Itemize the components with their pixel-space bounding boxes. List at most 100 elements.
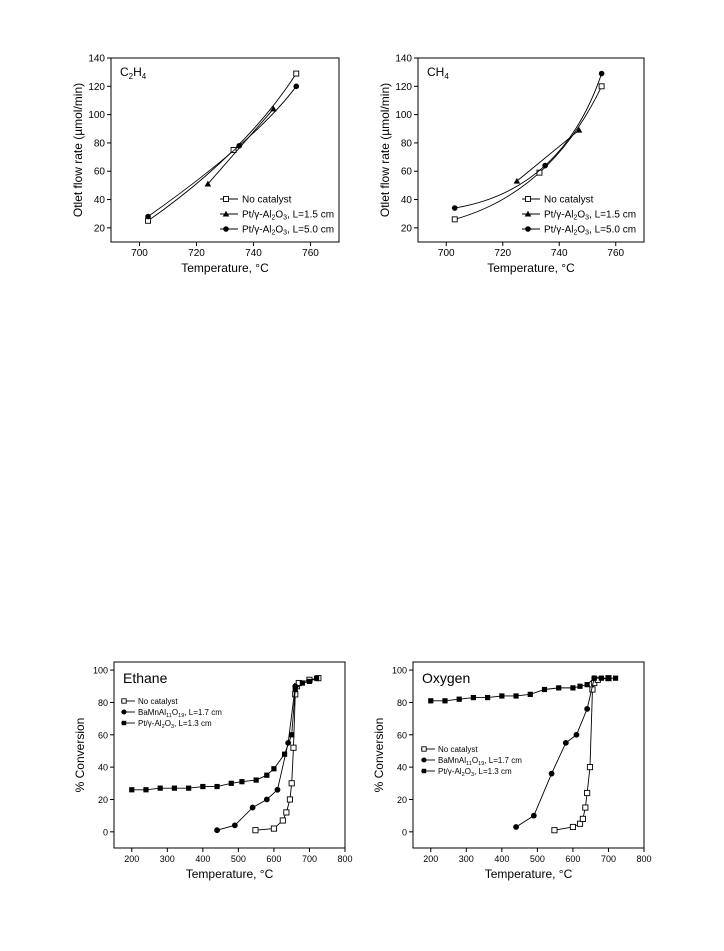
chart-4: 200 300 400 500 600 700 800 0 20 40 60 80 100 Tempera…: [372, 661, 652, 881]
data-point: [605, 675, 612, 681]
series-line: [554, 677, 609, 831]
x-axis-label: Temperature, °C: [186, 867, 274, 881]
data-point: [293, 70, 300, 77]
legend-marker: [121, 720, 127, 726]
legend-marker: [421, 746, 427, 752]
chart-2: 700 720 740 760 20 40 60 80 100 120 140 Temperature…: [378, 54, 645, 275]
data-point: [530, 812, 537, 819]
chart-1: 700 720 740 760 20 40 60 80 100 120 140 Temperature…: [71, 54, 340, 275]
legend-label: No catalyst: [138, 697, 178, 706]
y-tick-label: 60: [397, 730, 407, 740]
y-tick-label: 20: [98, 795, 108, 805]
y-axis-label: Otlet flow rate (µmol/min): [378, 83, 392, 217]
y-tick-label: 60: [98, 730, 108, 740]
data-point: [274, 786, 281, 793]
data-point: [451, 216, 458, 223]
data-point: [306, 678, 313, 685]
data-point: [286, 796, 293, 803]
x-axis-label: Temperature, °C: [181, 261, 269, 275]
x-tick-label: 200: [124, 854, 139, 864]
x-tick-label: 760: [302, 248, 319, 259]
data-point: [598, 70, 605, 77]
data-point: [289, 732, 295, 738]
x-tick-label: 300: [160, 854, 175, 864]
legend-label: BaMnAl11O19, L=1.7 cm: [438, 756, 522, 767]
y-tick-label: 120: [88, 82, 105, 93]
x-tick-label: 600: [266, 854, 281, 864]
data-point: [584, 682, 590, 688]
legend-marker: [525, 196, 531, 202]
legend-label: Pt/γ-Al2O3, L=1.5 cm: [544, 210, 636, 222]
data-point: [253, 777, 259, 783]
legend: No catalyst BaMnAl11O19, L=1.7 cmPt/γ-Al2…: [121, 697, 222, 730]
data-point: [239, 779, 245, 785]
data-point: [612, 675, 619, 681]
x-tick-label: 700: [601, 854, 616, 864]
x-tick-label: 600: [565, 854, 580, 864]
legend: No catalyst Pt/γ-Al2O3, L=1.5 cm Pt/γ-Al2O…: [220, 195, 334, 237]
y-tick-label: 80: [94, 138, 106, 149]
data-point: [584, 706, 591, 712]
data-point: [513, 824, 519, 830]
y-tick-label: 100: [395, 110, 412, 121]
x-tick-label: 720: [188, 248, 205, 259]
data-point: [428, 698, 434, 704]
y-tick-label: 140: [395, 54, 412, 65]
data-point: [591, 675, 597, 681]
legend: No catalyst Pt/γ-Al2O3, L=1.5 cm Pt/γ-Al2O…: [522, 195, 636, 237]
data-point: [299, 680, 305, 686]
y-tick-label: 20: [94, 223, 106, 234]
series-2: [513, 675, 598, 830]
data-point: [279, 817, 286, 824]
legend-label: BaMnAl11O19, L=1.7 cm: [138, 708, 222, 719]
x-tick-label: 800: [337, 854, 352, 864]
x-tick-label: 800: [636, 854, 651, 864]
legend-marker: [222, 210, 230, 217]
data-point: [562, 739, 569, 746]
data-point: [513, 693, 519, 699]
series-3: [129, 675, 320, 793]
data-point: [313, 675, 320, 681]
y-tick-label: 20: [401, 223, 413, 234]
series-2: [513, 126, 583, 184]
data-point: [292, 686, 298, 693]
data-point: [290, 744, 297, 751]
legend-label: Pt/γ-Al2O3, L=1.3 cm: [138, 719, 212, 730]
data-point: [200, 783, 206, 790]
data-point: [214, 827, 220, 834]
series-line: [454, 73, 603, 209]
y-axis-label: Otlet flow rate (µmol/min): [71, 83, 85, 217]
legend-label: Pt/γ-Al2O3, L=1.3 cm: [438, 767, 512, 778]
data-point: [214, 783, 220, 790]
legend-marker: [223, 226, 229, 232]
y-axis-label: % Conversion: [372, 718, 386, 793]
series-3: [145, 83, 300, 220]
plot-frame: [412, 661, 645, 849]
chart-title: C2H4: [120, 65, 147, 81]
x-tick-label: 760: [607, 248, 624, 259]
chart-title: Oxygen: [422, 670, 470, 686]
legend-marker: [223, 196, 229, 202]
data-point: [283, 809, 290, 816]
x-tick-label: 700: [438, 248, 455, 259]
legend-label: Pt/γ-Al2O3, L=1.5 cm: [242, 210, 334, 222]
y-tick-label: 20: [397, 795, 407, 805]
y-tick-label: 40: [94, 195, 106, 206]
data-point: [598, 83, 605, 90]
data-point: [442, 698, 448, 704]
y-tick-label: 60: [94, 167, 106, 178]
data-point: [271, 766, 277, 772]
data-point: [499, 693, 505, 699]
y-tick-label: 40: [98, 763, 108, 773]
data-point: [586, 764, 594, 771]
y-tick-label: 0: [402, 827, 407, 837]
x-tick-label: 740: [551, 248, 568, 259]
data-point: [157, 785, 163, 791]
data-point: [456, 696, 462, 702]
legend-marker: [524, 210, 532, 217]
y-tick-label: 100: [88, 110, 105, 121]
chart-title: CH4: [427, 65, 449, 81]
data-point: [230, 147, 237, 153]
x-tick-label: 740: [245, 248, 262, 259]
